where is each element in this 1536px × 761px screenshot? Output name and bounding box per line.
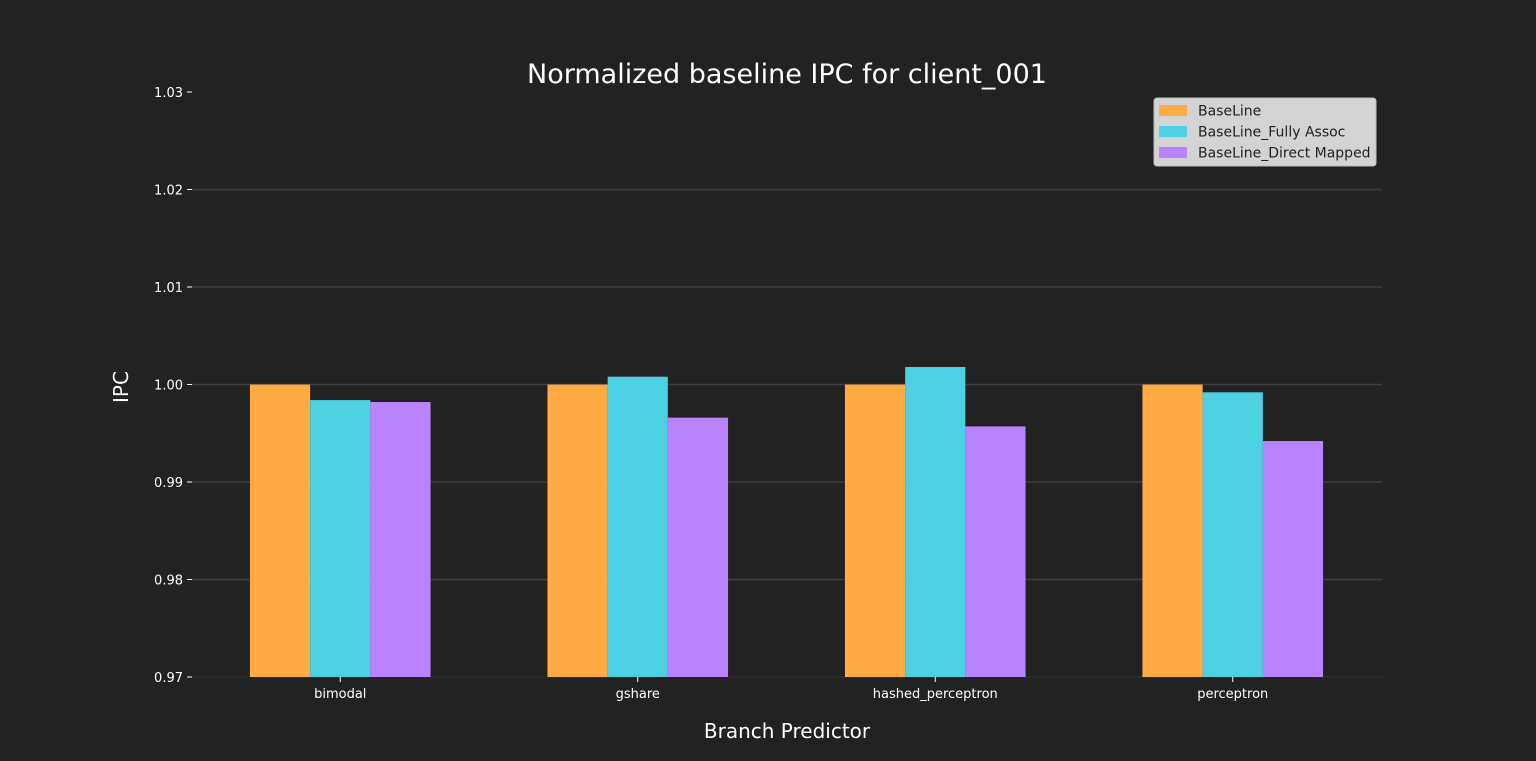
chart-title: Normalized baseline IPC for client_001 xyxy=(527,59,1047,90)
y-tick-label: 1.01 xyxy=(154,281,183,296)
bar-baseline-fully-assoc-gshare xyxy=(607,376,668,677)
bar-baseline-fully-assoc-hashed-perceptron xyxy=(905,366,966,677)
x-tick-label: gshare xyxy=(616,687,660,702)
legend-label: BaseLine_Direct Mapped xyxy=(1198,146,1371,162)
bar-baseline-direct-mapped-bimodal xyxy=(370,402,431,677)
legend: BaseLine BaseLine_Fully Assoc BaseLine_Dir… xyxy=(1153,97,1377,167)
y-tick-label: 1.02 xyxy=(154,184,183,199)
legend-swatch xyxy=(1159,105,1187,116)
y-axis: 0.97 0.98 0.99 1.00 1.01 1.02 1.03 xyxy=(154,86,192,686)
bar-baseline-gshare xyxy=(547,384,608,677)
legend-swatch xyxy=(1159,126,1187,137)
y-tick-label: 0.99 xyxy=(154,476,183,491)
y-axis-label: IPC xyxy=(109,371,133,403)
x-axis: bimodal gshare hashed_perceptron perceptron xyxy=(314,677,1268,702)
bar-baseline-direct-mapped-gshare xyxy=(667,417,729,677)
bar-baseline-hashed-perceptron xyxy=(844,384,906,677)
bar-baseline-direct-mapped-perceptron xyxy=(1262,441,1324,677)
bar-baseline-fully-assoc-perceptron xyxy=(1202,392,1263,677)
bar-baseline-perceptron xyxy=(1142,384,1203,677)
y-tick-label: 1.00 xyxy=(154,379,183,394)
bars xyxy=(249,366,1324,677)
bar-baseline-fully-assoc-bimodal xyxy=(310,400,371,677)
y-tick-label: 0.97 xyxy=(154,671,183,686)
x-tick-label: bimodal xyxy=(314,687,366,702)
bar-baseline-bimodal xyxy=(249,384,311,677)
x-axis-label: Branch Predictor xyxy=(704,719,871,743)
legend-label: BaseLine xyxy=(1198,104,1261,120)
x-tick-label: perceptron xyxy=(1197,687,1268,702)
y-tick-label: 0.98 xyxy=(154,574,183,589)
legend-label: BaseLine_Fully Assoc xyxy=(1198,125,1345,141)
bar-baseline-direct-mapped-hashed-perceptron xyxy=(965,426,1026,677)
x-tick-label: hashed_perceptron xyxy=(873,687,998,702)
legend-box xyxy=(1153,97,1377,167)
y-tick-label: 1.03 xyxy=(154,86,183,101)
legend-swatch xyxy=(1159,147,1187,158)
